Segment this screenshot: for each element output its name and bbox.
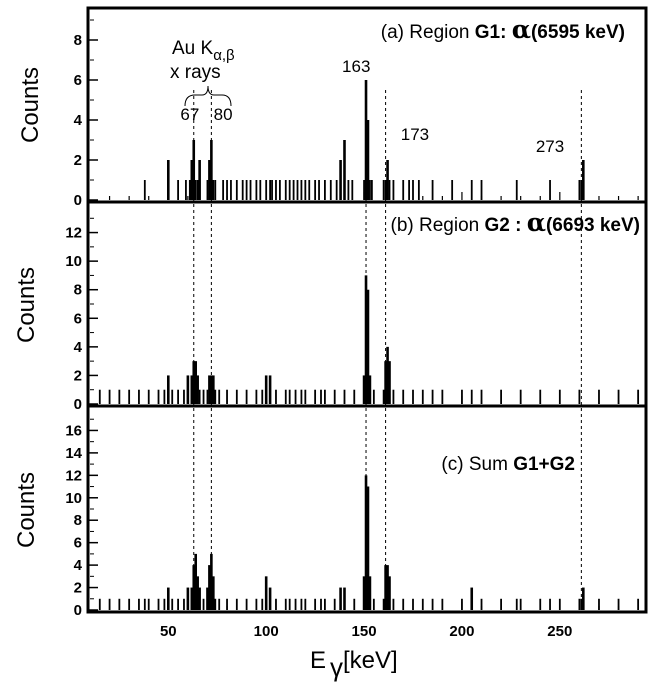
y-tick-label: 4 — [74, 557, 83, 574]
panel-c-frame — [86, 404, 648, 614]
panel-c-y-axis: 0 2 4 6 8 10 12 14 16 — [65, 418, 98, 619]
y-tick-label: 12 — [65, 225, 82, 242]
panel-b: 0 2 4 6 8 10 12 Counts (b) Region G2 : α(6693 … — [13, 200, 648, 413]
panel-a-peak-labels: 67 80 163 173 273 — [180, 57, 564, 156]
y-tick-label: 8 — [74, 282, 82, 299]
y-tick-label: 0 — [74, 192, 82, 209]
panel-a-title: (a) Region G1: α(6595 keV) — [381, 15, 625, 44]
y-tick-label: 10 — [65, 490, 82, 507]
panel-c: 0 2 4 6 8 10 12 14 16 50 100 150 200 250 Counts (c) … — [13, 404, 648, 682]
y-tick-label: 8 — [74, 32, 82, 49]
peak-label-163: 163 — [342, 57, 370, 76]
panel-c-ylabel: Counts — [13, 472, 40, 548]
panel-b-title: (b) Region G2 : α(6693 keV) — [391, 208, 641, 237]
panel-b-y-axis: 0 2 4 6 8 10 12 — [65, 217, 98, 413]
y-tick-label: 6 — [74, 535, 82, 552]
panel-c-x-ticks — [108, 602, 639, 610]
y-tick-label: 0 — [74, 602, 82, 619]
y-tick-label: 6 — [74, 310, 82, 327]
y-tick-label: 6 — [74, 72, 82, 89]
panel-b-bars — [98, 275, 640, 404]
y-tick-label: 16 — [65, 422, 82, 439]
x-tick-label: 250 — [547, 623, 572, 640]
peak-label-273: 273 — [536, 137, 564, 156]
y-tick-label: 14 — [65, 445, 82, 462]
x-tick-label: 50 — [160, 623, 177, 640]
y-tick-label: 4 — [74, 339, 83, 356]
x-tick-label: 200 — [449, 623, 474, 640]
peak-label-67: 67 — [180, 105, 199, 124]
reference-lines — [193, 90, 582, 610]
y-tick-label: 8 — [74, 512, 82, 529]
panel-a-x-ticks — [108, 192, 639, 200]
panel-b-x-ticks — [108, 396, 639, 404]
peak-label-80: 80 — [214, 105, 233, 124]
panel-c-x-axis: 50 100 150 200 250 — [160, 623, 572, 640]
panel-a-ylabel: Counts — [17, 67, 44, 143]
y-tick-label: 0 — [74, 396, 82, 413]
y-tick-label: 2 — [74, 367, 82, 384]
y-tick-label: 2 — [74, 580, 82, 597]
y-tick-label: 2 — [74, 152, 82, 169]
panel-c-title: (c) Sum G1+G2 — [441, 454, 575, 475]
panel-a-bars — [143, 80, 585, 200]
x-tick-label: 150 — [352, 623, 377, 640]
panel-c-bars — [98, 475, 640, 610]
xray-brace — [184, 85, 232, 107]
panel-b-ylabel: Counts — [13, 267, 40, 343]
peak-label-173: 173 — [401, 125, 429, 144]
panel-a-y-axis: 0 2 4 6 8 — [74, 19, 98, 209]
xray-label: Au Kα,β — [172, 38, 235, 64]
y-tick-label: 4 — [74, 112, 83, 129]
x-tick-label: 100 — [254, 623, 279, 640]
y-tick-label: 12 — [65, 467, 82, 484]
xray-annotation: Au Kα,β x rays — [170, 38, 235, 107]
xray-label-line2: x rays — [170, 62, 221, 83]
y-tick-label: 10 — [65, 253, 82, 270]
